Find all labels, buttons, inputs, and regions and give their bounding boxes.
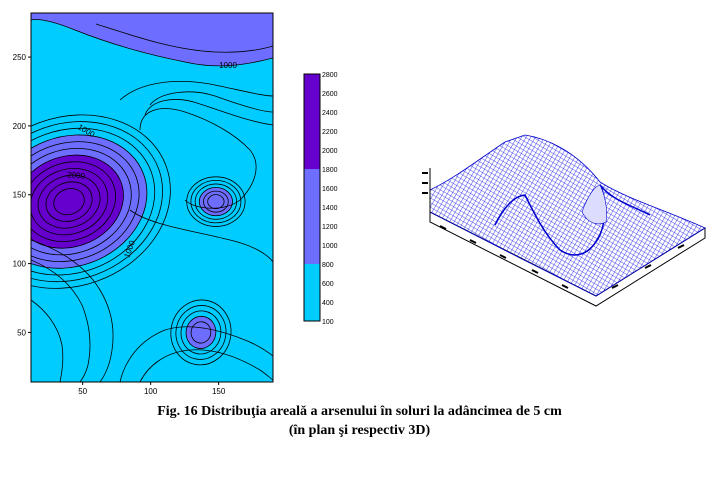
x-tick-label: 50 [78, 387, 87, 396]
legend-swatch [304, 150, 320, 169]
legend-swatch [304, 169, 320, 188]
legend-swatch [304, 207, 320, 226]
y-tick-label: 150 [13, 191, 27, 200]
legend-swatch [304, 188, 320, 207]
y-tick-label: 50 [17, 328, 26, 337]
y-tick-label: 100 [13, 260, 27, 269]
surface-ridge [494, 184, 651, 256]
legend-label: 2600 [322, 91, 338, 98]
legend-label: 400 [322, 300, 334, 307]
contour-peak-south [170, 299, 232, 366]
legend-label: 1200 [322, 224, 338, 231]
surface-axis-ticks [422, 172, 685, 289]
contour-lines [31, 23, 273, 382]
legend-swatch [304, 264, 320, 283]
legend-swatch [304, 245, 320, 264]
y-tick-label: 200 [13, 122, 27, 131]
legend-label: 600 [322, 281, 334, 288]
legend-label: 2800 [322, 72, 338, 79]
legend-swatch [304, 283, 320, 302]
figure-caption-line2: (în plan şi respectiv 3D) [288, 423, 431, 438]
x-tick-label: 100 [144, 387, 158, 396]
surface-3d-plot [422, 134, 706, 307]
surface-peak-highlight [581, 184, 607, 225]
contour-ring [207, 194, 225, 210]
legend-label: 800 [322, 262, 334, 269]
y-tick-label: 250 [13, 53, 27, 62]
legend-swatch [304, 74, 320, 93]
contour-map: 1000 1000 2000 1000 50 100 150 50 100 150 200… [13, 12, 274, 396]
legend-swatch [304, 93, 320, 112]
legend-swatch [304, 112, 320, 131]
figure-caption-line1: Fig. 16 Distribuţia arealǎ a arsenului î… [157, 404, 562, 419]
contour-region-top [31, 13, 273, 67]
x-tick-label: 150 [212, 387, 226, 396]
contour-label: 2000 [67, 170, 86, 181]
contour-peak-west [31, 114, 171, 289]
legend-label: 2400 [322, 110, 338, 117]
contour-plot-frame [30, 12, 274, 383]
contour-label: 1000 [219, 61, 237, 70]
legend-swatch [304, 302, 320, 321]
color-legend: 100 400 600 800 1000 1200 1400 1600 1800 2000 2200… [303, 72, 338, 326]
contour-peak-east [186, 176, 246, 227]
legend-label: 2000 [322, 148, 338, 155]
legend-frame [303, 73, 321, 322]
contour-x-axis: 50 100 150 [78, 382, 226, 396]
legend-swatch [304, 226, 320, 245]
legend-label: 100 [322, 319, 334, 326]
legend-label: 1600 [322, 186, 338, 193]
legend-label: 1400 [322, 205, 338, 212]
legend-label: 2200 [322, 129, 338, 136]
legend-label: 1000 [322, 243, 338, 250]
contour-ring [53, 188, 85, 216]
legend-swatch [304, 131, 320, 150]
contour-y-axis: 50 100 150 200 250 [13, 53, 31, 337]
legend-label: 1800 [322, 167, 338, 174]
surface-mesh [429, 134, 706, 297]
contour-fill-layer: 1000 1000 2000 1000 [31, 13, 273, 382]
